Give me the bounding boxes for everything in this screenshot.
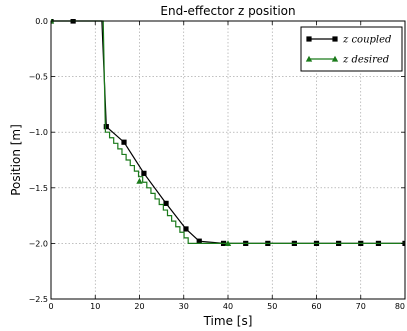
legend-box [300, 26, 403, 72]
chart-title: End-effector z position [160, 4, 295, 18]
y-axis-label: Position [m] [9, 124, 23, 196]
x-axis-label: Time [s] [203, 314, 253, 328]
data-point-z-coupled [183, 226, 189, 232]
x-tick-label: 20 [134, 302, 144, 311]
x-tick-label: 0 [48, 302, 53, 311]
legend-marker [305, 55, 313, 62]
data-point-z-desired [136, 177, 143, 184]
x-tick-label: 50 [267, 302, 277, 311]
series-layer [51, 19, 405, 246]
y-tick-label: −1.5 [29, 184, 48, 193]
data-point-z-desired [224, 240, 232, 246]
legend: z coupled z desired [300, 26, 403, 72]
x-tick-label: 60 [311, 302, 321, 311]
x-tick-label: 80 [395, 302, 405, 311]
y-tick-label: −2.5 [29, 295, 48, 304]
data-point-z-coupled [121, 139, 127, 145]
legend-marker [306, 36, 312, 42]
y-tick-label: 0.0 [35, 17, 48, 26]
y-tick-label: −1.0 [29, 128, 48, 137]
series-z-desired [51, 19, 405, 246]
data-point-z-coupled [103, 124, 109, 130]
legend-item-z-desired: z desired [305, 55, 389, 66]
legend-label: z coupled [342, 35, 391, 46]
x-tick-label: 30 [179, 302, 189, 311]
y-axis: 0.0 −0.5 −1.0 −1.5 −2.0 −2.5 [29, 17, 405, 304]
data-point-z-coupled [163, 200, 169, 206]
x-tick-label: 10 [90, 302, 100, 311]
legend-marker [331, 55, 339, 62]
y-tick-label: −0.5 [29, 73, 48, 82]
data-point-z-coupled [196, 238, 202, 244]
x-tick-label: 40 [223, 302, 233, 311]
x-axis: 0 10 20 30 40 50 60 70 80 [48, 21, 406, 311]
legend-item-z-coupled: z coupled [306, 35, 391, 46]
legend-label: z desired [342, 55, 389, 66]
series-line-z-desired [51, 20, 405, 244]
data-point-z-coupled [141, 170, 147, 176]
x-tick-label: 70 [356, 302, 366, 311]
y-tick-label: −2.0 [29, 239, 48, 248]
legend-marker [332, 36, 338, 42]
